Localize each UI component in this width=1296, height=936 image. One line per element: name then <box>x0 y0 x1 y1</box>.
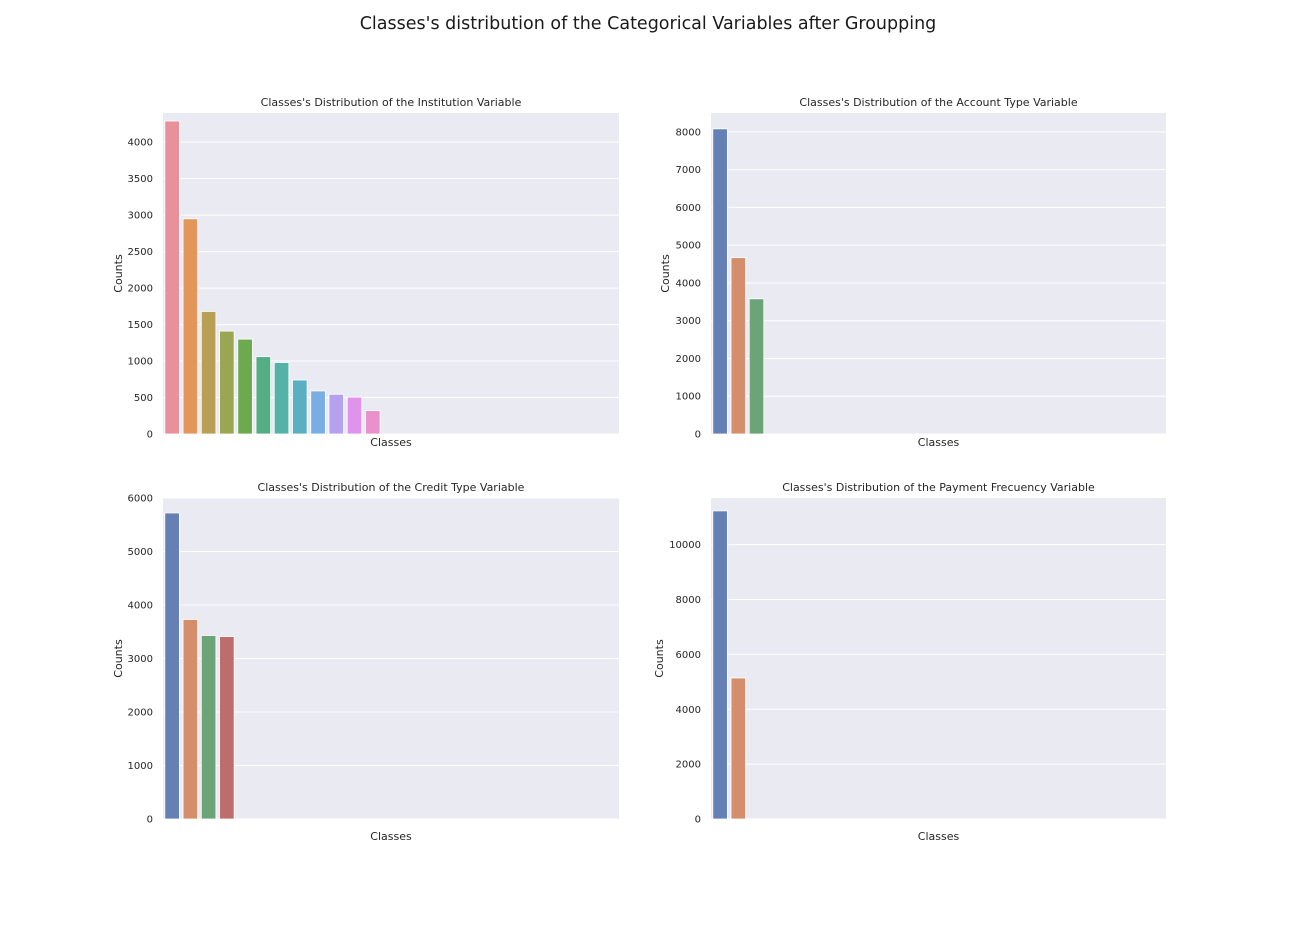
x-axis-label: Classes <box>370 830 412 843</box>
y-tick-label: 5000 <box>128 547 153 558</box>
y-tick-label: 500 <box>134 393 153 404</box>
y-tick-label: 3500 <box>128 174 153 185</box>
y-tick-label: 2500 <box>128 247 153 258</box>
x-axis-label: Classes <box>918 436 960 449</box>
chart-title: Classes's Distribution of the Payment Fr… <box>782 481 1095 494</box>
y-axis-label: Counts <box>653 639 666 678</box>
y-tick-label: 4000 <box>676 705 701 716</box>
chart-title: Classes's Distribution of the Account Ty… <box>799 96 1077 109</box>
chart-title: Classes's Distribution of the Institutio… <box>261 96 522 109</box>
y-tick-label: 7000 <box>676 165 701 176</box>
y-tick-label: 2000 <box>676 354 701 365</box>
y-tick-label: 1000 <box>128 761 153 772</box>
y-tick-label: 0 <box>695 430 701 441</box>
bar-6 <box>255 356 272 435</box>
bar-7 <box>273 362 290 435</box>
bar-1 <box>164 512 180 820</box>
y-tick-label: 10000 <box>669 540 701 551</box>
bar-10 <box>328 393 344 435</box>
y-axis-label: Counts <box>659 254 672 293</box>
y-tick-label: 0 <box>147 430 153 441</box>
chart-panel-1: 0 500 1000 1500 2000 2500 3000 3500 4000 Classes'… <box>112 96 619 449</box>
plot-background <box>711 498 1166 819</box>
y-tick-label: 3000 <box>128 654 153 665</box>
bar-1 <box>712 510 728 820</box>
x-axis-label: Classes <box>918 830 960 843</box>
y-tick-label: 1500 <box>128 320 153 331</box>
bar-9 <box>310 390 326 435</box>
bar-3 <box>748 298 765 435</box>
bar-5 <box>237 338 253 435</box>
y-tick-label: 6000 <box>676 650 701 661</box>
y-tick-label: 4000 <box>128 601 153 612</box>
y-tick-label: 8000 <box>676 127 701 138</box>
chart-panel-3: 0 1000 2000 3000 4000 5000 6000 Classes's Distr… <box>112 481 619 843</box>
y-tick-label: 0 <box>147 815 153 826</box>
bar-2 <box>730 257 746 435</box>
bar-2 <box>730 677 746 820</box>
bar-8 <box>292 379 308 435</box>
bar-12 <box>365 410 381 435</box>
y-tick-label: 3000 <box>128 211 153 222</box>
chart-title: Classes's Distribution of the Credit Typ… <box>258 481 525 494</box>
y-tick-label: 2000 <box>128 284 153 295</box>
chart-panel-4: 0 2000 4000 6000 8000 10000 Classes's Distribu… <box>653 481 1166 843</box>
chart-panel-2: 0 1000 2000 3000 4000 5000 6000 7000 8000 Classes… <box>659 96 1166 449</box>
y-tick-label: 0 <box>695 815 701 826</box>
y-tick-label: 2000 <box>676 760 701 771</box>
bar-4 <box>219 330 235 435</box>
y-tick-label: 1000 <box>128 357 153 368</box>
y-axis-label: Counts <box>112 254 125 293</box>
plot-background <box>711 113 1166 434</box>
bar-3 <box>200 311 217 435</box>
y-tick-label: 2000 <box>128 708 153 719</box>
y-tick-label: 5000 <box>676 241 701 252</box>
y-tick-label: 4000 <box>676 278 701 289</box>
figure-title: Classes's distribution of the Categorica… <box>359 14 937 34</box>
bar-2 <box>182 619 199 820</box>
y-tick-label: 6000 <box>128 494 153 505</box>
y-tick-label: 1000 <box>676 392 701 403</box>
bar-4 <box>219 636 235 820</box>
bar-1 <box>712 128 728 435</box>
bar-2 <box>182 218 199 435</box>
y-tick-label: 6000 <box>676 203 701 214</box>
y-tick-label: 4000 <box>128 138 153 149</box>
bar-11 <box>346 396 363 435</box>
bar-1 <box>164 120 180 435</box>
bar-3 <box>200 635 217 820</box>
x-axis-label: Classes <box>370 436 412 449</box>
y-tick-label: 8000 <box>676 595 701 606</box>
y-tick-label: 3000 <box>676 316 701 327</box>
y-axis-label: Counts <box>112 639 125 678</box>
